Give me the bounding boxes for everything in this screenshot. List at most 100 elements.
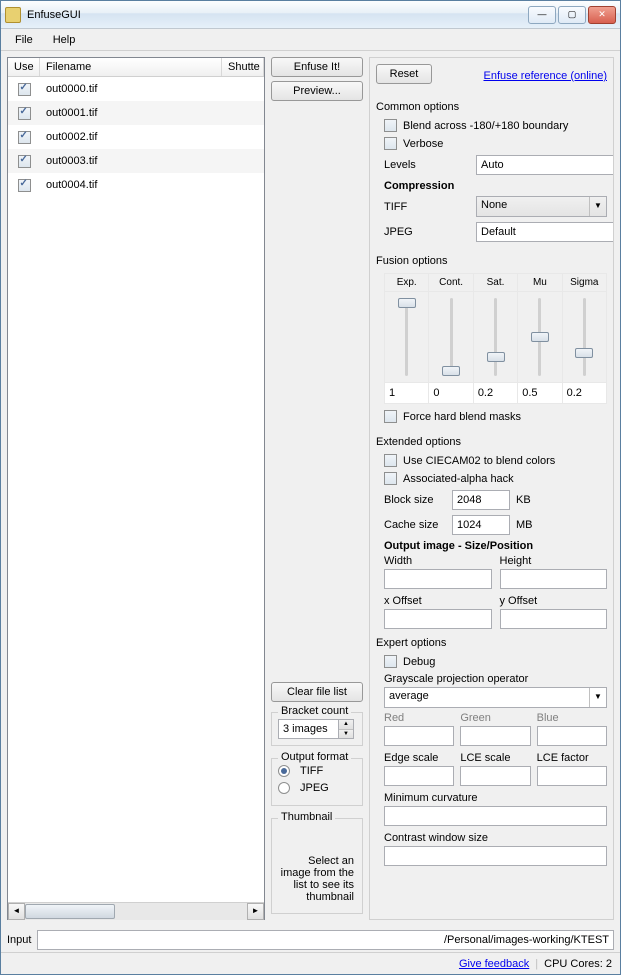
bracket-count-group: Bracket count ▲▼	[271, 712, 363, 746]
scroll-right-arrow[interactable]: ►	[247, 903, 264, 920]
cache-size-label: Cache size	[384, 519, 446, 531]
input-path[interactable]	[37, 930, 614, 950]
slider-track[interactable]	[474, 292, 517, 382]
scroll-left-arrow[interactable]: ◄	[8, 903, 25, 920]
compression-label: Compression	[384, 180, 607, 192]
options-panel: Reset Enfuse reference (online) Common o…	[369, 57, 614, 920]
slider-thumb[interactable]	[398, 298, 416, 308]
lce-factor-input[interactable]	[537, 766, 607, 786]
preview-button[interactable]: Preview...	[271, 81, 363, 101]
table-row[interactable]: out0003.tif	[8, 149, 264, 173]
horizontal-scrollbar[interactable]: ◄ ►	[8, 902, 264, 919]
y-offset-input[interactable]	[500, 609, 608, 629]
jpeg-spinner[interactable]: ▲▼	[476, 222, 614, 242]
format-tiff-row[interactable]: TIFF	[278, 765, 356, 777]
blend-boundary-row[interactable]: Blend across -180/+180 boundary	[384, 119, 607, 132]
force-hard-checkbox[interactable]	[384, 410, 397, 423]
slider-sigma: Sigma	[562, 273, 607, 404]
enfuse-it-button[interactable]: Enfuse It!	[271, 57, 363, 77]
table-row[interactable]: out0000.tif	[8, 77, 264, 101]
slider-value-input[interactable]	[429, 383, 472, 403]
reference-link[interactable]: Enfuse reference (online)	[483, 70, 607, 82]
radio-jpeg[interactable]	[278, 782, 290, 794]
lce-factor-label: LCE factor	[537, 752, 607, 764]
edge-scale-input[interactable]	[384, 766, 454, 786]
use-checkbox[interactable]	[18, 107, 31, 120]
slider-value-input[interactable]	[474, 383, 517, 403]
scroll-thumb[interactable]	[25, 904, 115, 919]
use-checkbox[interactable]	[18, 83, 31, 96]
verbose-label: Verbose	[403, 138, 443, 150]
bracket-count-value[interactable]	[278, 719, 338, 739]
slider-track[interactable]	[385, 292, 428, 382]
close-button[interactable]: ✕	[588, 6, 616, 24]
slider-value-input[interactable]	[518, 383, 561, 403]
menu-help[interactable]: Help	[43, 32, 86, 48]
alpha-hack-row[interactable]: Associated-alpha hack	[384, 472, 607, 485]
block-size-input[interactable]	[452, 490, 510, 510]
verbose-checkbox[interactable]	[384, 137, 397, 150]
debug-checkbox[interactable]	[384, 655, 397, 668]
give-feedback-link[interactable]: Give feedback	[459, 958, 529, 970]
slider-value-input[interactable]	[385, 383, 428, 403]
slider-thumb[interactable]	[575, 348, 593, 358]
slider-thumb[interactable]	[487, 352, 505, 362]
lce-scale-input[interactable]	[460, 766, 530, 786]
force-hard-row[interactable]: Force hard blend masks	[384, 410, 607, 423]
min-curvature-input[interactable]	[384, 806, 607, 826]
spin-up[interactable]: ▲	[339, 720, 353, 730]
blend-boundary-checkbox[interactable]	[384, 119, 397, 132]
extended-options-title: Extended options	[376, 436, 607, 448]
clear-file-list-button[interactable]: Clear file list	[271, 682, 363, 702]
levels-value[interactable]	[476, 155, 614, 175]
statusbar: Give feedback | CPU Cores: 2	[1, 952, 620, 974]
bracket-count-spinner[interactable]: ▲▼	[278, 719, 356, 739]
slider-track[interactable]	[429, 292, 472, 382]
maximize-button[interactable]: ▢	[558, 6, 586, 24]
tiff-combo[interactable]: None ▼	[476, 196, 607, 217]
force-hard-label: Force hard blend masks	[403, 411, 521, 423]
contrast-window-input[interactable]	[384, 846, 607, 866]
output-format-label: Output format	[278, 751, 351, 763]
table-row[interactable]: out0001.tif	[8, 101, 264, 125]
minimize-button[interactable]: —	[528, 6, 556, 24]
table-row[interactable]: out0002.tif	[8, 125, 264, 149]
col-filename[interactable]: Filename	[40, 58, 222, 76]
dropdown-icon[interactable]: ▼	[589, 197, 606, 216]
dropdown-icon[interactable]: ▼	[589, 688, 606, 707]
block-size-label: Block size	[384, 494, 446, 506]
alpha-hack-checkbox[interactable]	[384, 472, 397, 485]
x-offset-input[interactable]	[384, 609, 492, 629]
col-use[interactable]: Use	[8, 58, 40, 76]
use-checkbox[interactable]	[18, 179, 31, 192]
col-shutter[interactable]: Shutte	[222, 58, 264, 76]
slider-track[interactable]	[518, 292, 561, 382]
scroll-track[interactable]	[25, 903, 247, 920]
width-input[interactable]	[384, 569, 492, 589]
slider-track[interactable]	[563, 292, 606, 382]
alpha-hack-label: Associated-alpha hack	[403, 473, 514, 485]
table-row[interactable]: out0004.tif	[8, 173, 264, 197]
verbose-row[interactable]: Verbose	[384, 137, 607, 150]
red-input	[384, 726, 454, 746]
radio-tiff[interactable]	[278, 765, 290, 777]
width-label: Width	[384, 555, 492, 567]
jpeg-value[interactable]	[476, 222, 614, 242]
menu-file[interactable]: File	[5, 32, 43, 48]
debug-row[interactable]: Debug	[384, 655, 607, 668]
grayscale-combo[interactable]: average ▼	[384, 687, 607, 708]
slider-thumb[interactable]	[531, 332, 549, 342]
use-checkbox[interactable]	[18, 131, 31, 144]
ciecam-checkbox[interactable]	[384, 454, 397, 467]
levels-spinner[interactable]: ▲▼	[476, 155, 614, 175]
format-jpeg-row[interactable]: JPEG	[278, 782, 356, 794]
ciecam-row[interactable]: Use CIECAM02 to blend colors	[384, 454, 607, 467]
slider-label: Exp.	[385, 274, 428, 292]
reset-button[interactable]: Reset	[376, 64, 432, 84]
slider-thumb[interactable]	[442, 366, 460, 376]
use-checkbox[interactable]	[18, 155, 31, 168]
slider-value-input[interactable]	[563, 383, 606, 403]
height-input[interactable]	[500, 569, 608, 589]
spin-down[interactable]: ▼	[339, 730, 353, 739]
cache-size-input[interactable]	[452, 515, 510, 535]
